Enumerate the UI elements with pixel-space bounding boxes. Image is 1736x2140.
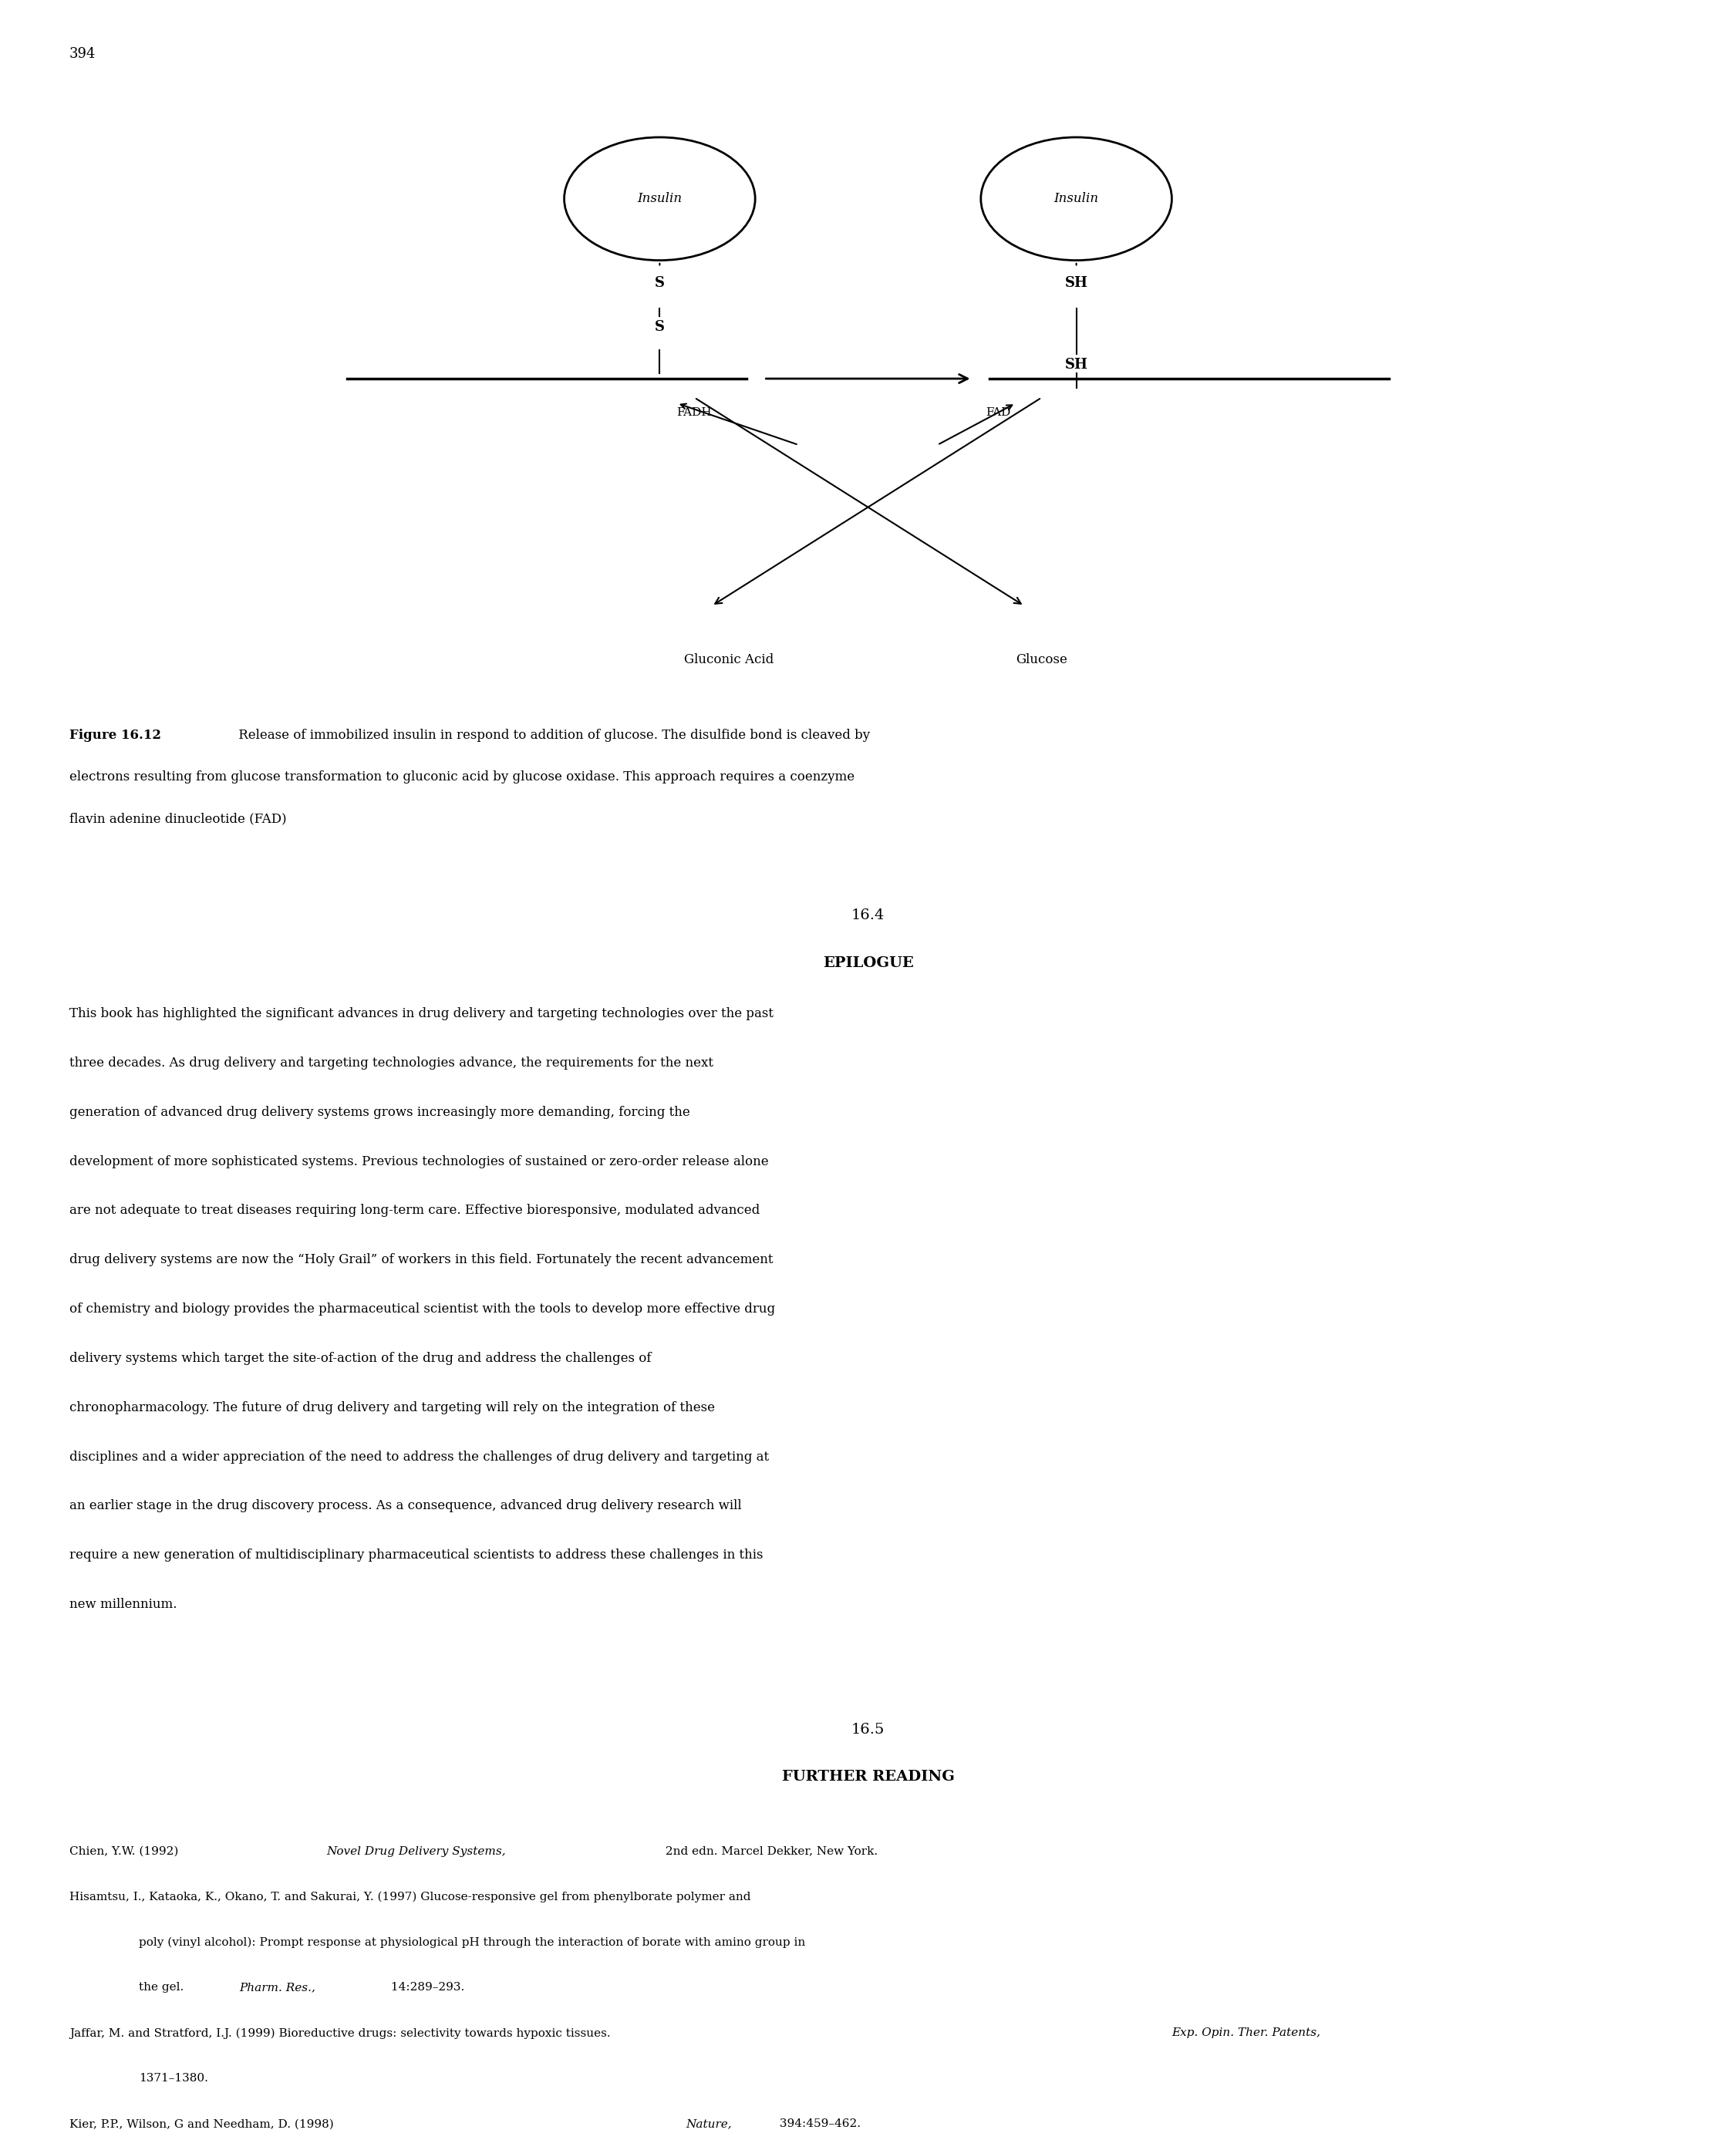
Text: Release of immobilized insulin in respond to addition of glucose. The disulfide : Release of immobilized insulin in respon… (234, 730, 870, 743)
Text: Hisamtsu, I., Kataoka, K., Okano, T. and Sakurai, Y. (1997) Glucose-responsive g: Hisamtsu, I., Kataoka, K., Okano, T. and… (69, 1892, 750, 1902)
Text: Exp. Opin. Ther. Patents,: Exp. Opin. Ther. Patents, (1172, 2029, 1321, 2039)
Text: require a new generation of multidisciplinary pharmaceutical scientists to addre: require a new generation of multidiscipl… (69, 1549, 764, 1562)
Text: 394: 394 (69, 47, 95, 62)
Text: electrons resulting from glucose transformation to gluconic acid by glucose oxid: electrons resulting from glucose transfo… (69, 770, 854, 783)
Text: are not adequate to treat diseases requiring long-term care. Effective biorespon: are not adequate to treat diseases requi… (69, 1205, 760, 1218)
Text: of chemistry and biology provides the pharmaceutical scientist with the tools to: of chemistry and biology provides the ph… (69, 1303, 776, 1316)
Text: chronopharmacology. The future of drug delivery and targeting will rely on the i: chronopharmacology. The future of drug d… (69, 1402, 715, 1415)
Text: Jaffar, M. and Stratford, I.J. (1999) Bioreductive drugs: selectivity towards hy: Jaffar, M. and Stratford, I.J. (1999) Bi… (69, 2029, 615, 2039)
Text: Gluconic Acid: Gluconic Acid (684, 653, 774, 666)
Text: the gel.: the gel. (139, 1982, 187, 1992)
Text: delivery systems which target the site-of-action of the drug and address the cha: delivery systems which target the site-o… (69, 1352, 651, 1365)
Text: generation of advanced drug delivery systems grows increasingly more demanding, : generation of advanced drug delivery sys… (69, 1106, 691, 1119)
Text: 14:289–293.: 14:289–293. (387, 1982, 465, 1992)
Text: drug delivery systems are now the “Holy Grail” of workers in this field. Fortuna: drug delivery systems are now the “Holy … (69, 1254, 773, 1267)
Text: This book has highlighted the significant advances in drug delivery and targetin: This book has highlighted the significan… (69, 1008, 774, 1021)
Text: Chien, Y.W. (1992): Chien, Y.W. (1992) (69, 1847, 182, 1858)
Text: new millennium.: new millennium. (69, 1599, 177, 1611)
Text: FADH: FADH (677, 407, 712, 417)
Text: S: S (654, 276, 665, 291)
Text: SH: SH (1064, 357, 1088, 372)
Text: Glucose: Glucose (1016, 653, 1068, 666)
Text: Figure 16.12: Figure 16.12 (69, 730, 161, 743)
Text: Kier, P.P., Wilson, G and Needham, D. (1998): Kier, P.P., Wilson, G and Needham, D. (1… (69, 2119, 337, 2129)
Text: Pharm. Res.,: Pharm. Res., (240, 1982, 316, 1992)
Text: poly (vinyl alcohol): Prompt response at physiological pH through the interactio: poly (vinyl alcohol): Prompt response at… (139, 1937, 806, 1947)
Text: an earlier stage in the drug discovery process. As a consequence, advanced drug : an earlier stage in the drug discovery p… (69, 1500, 741, 1513)
Text: development of more sophisticated systems. Previous technologies of sustained or: development of more sophisticated system… (69, 1156, 769, 1168)
Text: EPILOGUE: EPILOGUE (823, 957, 913, 969)
Text: S: S (654, 321, 665, 334)
Text: Nature,: Nature, (686, 2119, 731, 2129)
Text: 16.5: 16.5 (851, 1723, 885, 1738)
Text: disciplines and a wider appreciation of the need to address the challenges of dr: disciplines and a wider appreciation of … (69, 1451, 769, 1464)
Text: 16.4: 16.4 (851, 910, 885, 922)
Text: Novel Drug Delivery Systems,: Novel Drug Delivery Systems, (326, 1847, 505, 1858)
Text: 1371–1380.: 1371–1380. (139, 2074, 208, 2084)
Text: three decades. As drug delivery and targeting technologies advance, the requirem: three decades. As drug delivery and targ… (69, 1057, 713, 1070)
Text: FURTHER READING: FURTHER READING (781, 1770, 955, 1785)
Text: flavin adenine dinucleotide (FAD): flavin adenine dinucleotide (FAD) (69, 813, 286, 826)
Text: Insulin: Insulin (637, 193, 682, 205)
Text: 2nd edn. Marcel Dekker, New York.: 2nd edn. Marcel Dekker, New York. (661, 1847, 877, 1858)
Text: SH: SH (1064, 276, 1088, 291)
Text: FAD: FAD (986, 407, 1010, 417)
Text: 394:459–462.: 394:459–462. (776, 2119, 861, 2129)
Text: Insulin: Insulin (1054, 193, 1099, 205)
